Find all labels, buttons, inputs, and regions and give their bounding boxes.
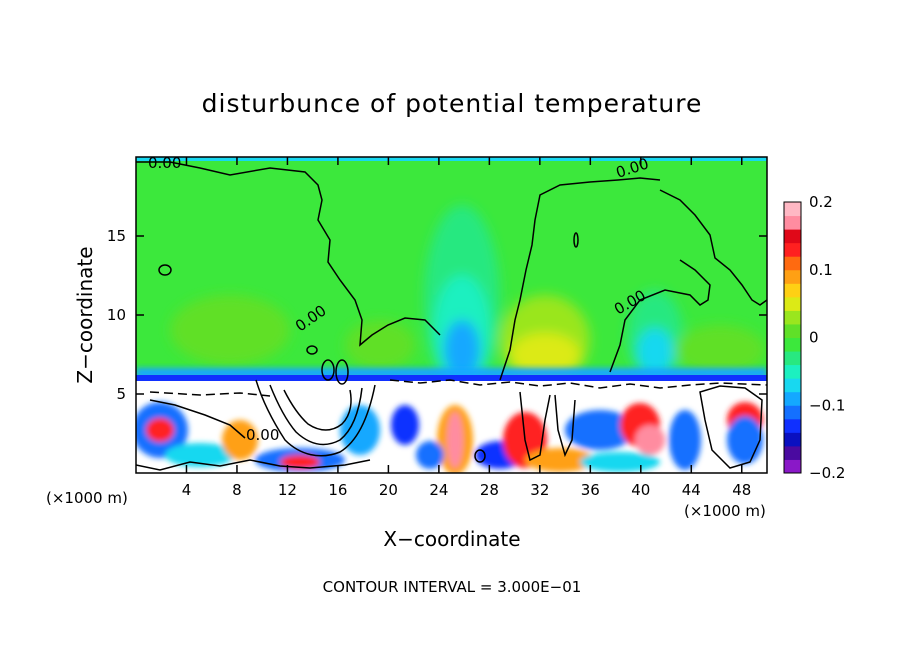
x-tick-label: 48 <box>732 481 751 499</box>
colorbar-swatch <box>784 378 801 393</box>
x-tick-label: 8 <box>232 481 242 499</box>
x-tick-label: 24 <box>429 481 448 499</box>
y-axis: 5 10 15 <box>107 227 767 403</box>
colorbar <box>783 201 802 474</box>
y-tick-label: 10 <box>107 306 126 324</box>
contour-interval-note: CONTOUR INTERVAL = 3.000E−01 <box>323 578 582 596</box>
colorbar-swatch <box>784 459 801 474</box>
colorbar-swatch <box>784 242 801 257</box>
x-tick-label: 40 <box>631 481 650 499</box>
chart-title: disturbunce of potential temperature <box>202 89 703 118</box>
colorbar-swatch <box>784 418 801 433</box>
colorbar-swatch <box>784 405 801 420</box>
colorbar-swatch <box>784 256 801 271</box>
colorbar-swatch <box>784 323 801 338</box>
colorbar-frame <box>783 201 802 474</box>
x-tick-label: 4 <box>182 481 192 499</box>
y-tick-label: 5 <box>116 385 126 403</box>
colorbar-swatch <box>784 445 801 460</box>
colorbar-swatch <box>784 337 801 352</box>
colorbar-swatch <box>784 296 801 311</box>
contour-label: 0.00 <box>246 426 279 444</box>
colorbar-swatch <box>784 283 801 298</box>
x-tick-label: 16 <box>328 481 347 499</box>
x-tick-label: 12 <box>278 481 297 499</box>
x-tick-label: 44 <box>682 481 701 499</box>
x-unit-left: (×1000 m) <box>46 489 128 507</box>
x-tick-label: 20 <box>379 481 398 499</box>
colorbar-swatch <box>784 432 801 447</box>
colorbar-swatch <box>784 391 801 406</box>
colorbar-swatch <box>784 269 801 284</box>
colorbar-swatch <box>784 364 801 379</box>
colorbar-tick-label: 0.2 <box>809 193 833 211</box>
colorbar-tick-label: 0 <box>809 329 819 347</box>
y-tick-label: 15 <box>107 227 126 245</box>
colorbar-swatch <box>784 310 801 325</box>
x-tick-label: 28 <box>480 481 499 499</box>
colorbar-swatch <box>784 229 801 244</box>
colorbar-ticks: 0.2 0.1 0 −0.1 −0.2 <box>809 193 845 482</box>
contour-lines <box>136 161 767 471</box>
x-axis-label: X−coordinate <box>383 527 520 551</box>
contour-label: 0.00 <box>148 154 181 172</box>
x-tick-label: 32 <box>530 481 549 499</box>
x-axis: 4 8 12 16 20 24 28 32 36 40 44 48 <box>182 157 751 499</box>
heatmap-field <box>136 157 767 473</box>
colorbar-swatch <box>784 215 801 230</box>
colorbar-swatch <box>784 351 801 366</box>
colorbar-swatch <box>784 202 801 217</box>
colorbar-tick-label: 0.1 <box>809 261 833 279</box>
x-unit-right: (×1000 m) <box>684 502 766 520</box>
x-tick-label: 36 <box>581 481 600 499</box>
colorbar-tick-label: −0.2 <box>809 464 845 482</box>
colorbar-tick-label: −0.1 <box>809 396 845 414</box>
y-axis-label: Z−coordinate <box>73 246 97 383</box>
